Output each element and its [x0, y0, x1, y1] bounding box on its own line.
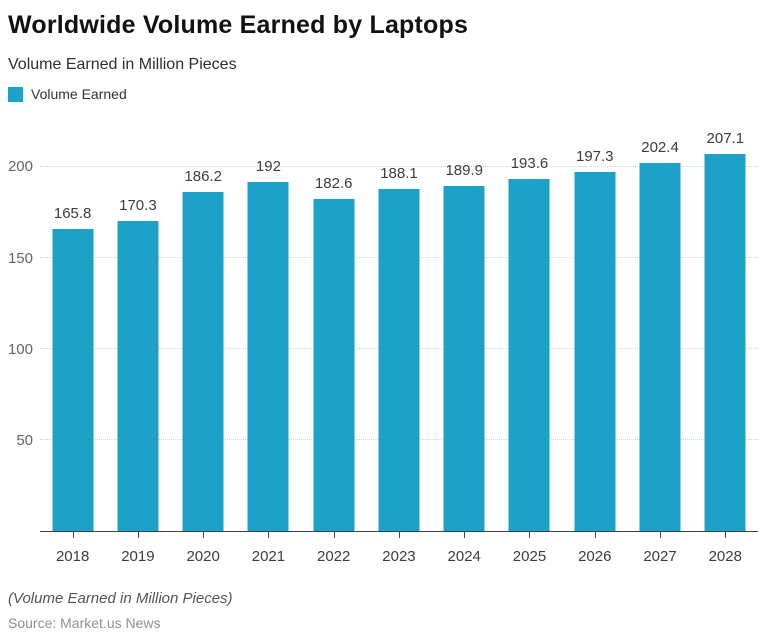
x-axis-category-label: 2020	[186, 547, 220, 565]
y-axis-tick-label: 50	[16, 431, 33, 449]
x-axis-category-label: 2018	[55, 547, 90, 565]
bar-value-label: 186.2	[184, 168, 222, 186]
bar-column: 189.9	[432, 140, 497, 538]
x-axis-tick	[594, 532, 596, 538]
x-axis-tick	[203, 532, 205, 538]
y-axis-tick-label: 200	[7, 158, 33, 176]
bar	[247, 181, 289, 531]
bar-column: 197.3	[562, 140, 627, 538]
bar-value-label: 207.1	[706, 130, 745, 148]
legend-label: Volume Earned	[31, 86, 127, 102]
bar-value-label: 182.6	[314, 174, 353, 192]
bar-column: 186.2	[171, 140, 236, 538]
x-axis-tick	[529, 532, 531, 538]
bar	[313, 198, 355, 531]
y-axis-labels: 50 100 150 200	[0, 140, 33, 532]
x-axis-tick	[333, 532, 335, 538]
x-axis-category-label: 2027	[643, 547, 677, 565]
source-attribution: Source: Market.us News	[8, 615, 161, 631]
x-axis-tick	[72, 532, 74, 538]
bar-value-label: 197.3	[575, 148, 614, 166]
x-axis-tick	[137, 532, 139, 538]
bar	[378, 188, 420, 531]
bar-columns: 165.8 170.3 186.2 192 182.6 188.1 189.9 193.6 19…	[40, 130, 758, 538]
bar	[443, 185, 485, 531]
bar	[704, 154, 746, 531]
x-axis-tick	[398, 532, 400, 538]
bar-value-label: 192	[255, 157, 281, 175]
x-axis-tick	[660, 532, 662, 538]
bar-column: 192	[236, 140, 301, 538]
bar	[52, 229, 94, 531]
bar-column: 182.6	[301, 140, 366, 538]
bar	[639, 162, 681, 531]
x-axis-category-label: 2025	[512, 547, 547, 565]
x-axis-category-label: 2026	[578, 547, 612, 565]
bar-column: 193.6	[497, 140, 562, 538]
bar-column: 202.4	[627, 139, 692, 538]
plot-area: 165.8 170.3 186.2 192 182.6 188.1 189.9 193.6 19…	[40, 130, 758, 538]
bar-column: 207.1	[693, 130, 758, 538]
bar-value-label: 188.1	[380, 164, 418, 182]
bar-chart: 50 100 150 200 165.8 170.3 186.2 192 182.6 188.1…	[0, 130, 768, 572]
bar-value-label: 170.3	[119, 197, 157, 215]
gridline	[40, 166, 758, 168]
x-axis-tick	[268, 532, 270, 538]
y-axis-tick-label: 150	[7, 249, 33, 267]
chart-title: Worldwide Volume Earned by Laptops	[8, 11, 469, 39]
x-axis-labels: 2018 2019 2020 2021 2022 2023 2024 2025 2026 2027…	[40, 540, 758, 572]
x-axis-category-label: 2024	[447, 547, 481, 565]
x-axis-tick	[725, 532, 727, 538]
x-axis-category-label: 2022	[317, 547, 351, 565]
bar	[574, 172, 616, 531]
bar-value-label: 202.4	[641, 138, 679, 156]
legend: Volume Earned	[8, 85, 768, 103]
y-axis-tick-label: 100	[7, 340, 33, 358]
x-axis-tick	[464, 532, 466, 538]
bar-value-label: 189.9	[445, 161, 483, 179]
x-axis-category-label: 2023	[382, 547, 416, 565]
legend-swatch-icon	[8, 86, 23, 102]
bar	[182, 192, 224, 531]
bar-column: 170.3	[105, 140, 170, 538]
chart-footnote: (Volume Earned in Million Pieces)	[8, 590, 233, 607]
bar-value-label: 165.8	[53, 205, 92, 223]
chart-subtitle: Volume Earned in Million Pieces	[8, 56, 237, 73]
bar-column: 165.8	[40, 140, 105, 538]
x-axis-category-label: 2028	[708, 547, 742, 565]
x-axis-category-label: 2021	[251, 547, 286, 565]
bar	[117, 221, 159, 531]
bar	[508, 178, 550, 531]
bar-column: 188.1	[366, 140, 431, 538]
x-axis-category-label: 2019	[121, 547, 155, 565]
bar-value-label: 193.6	[510, 154, 549, 172]
